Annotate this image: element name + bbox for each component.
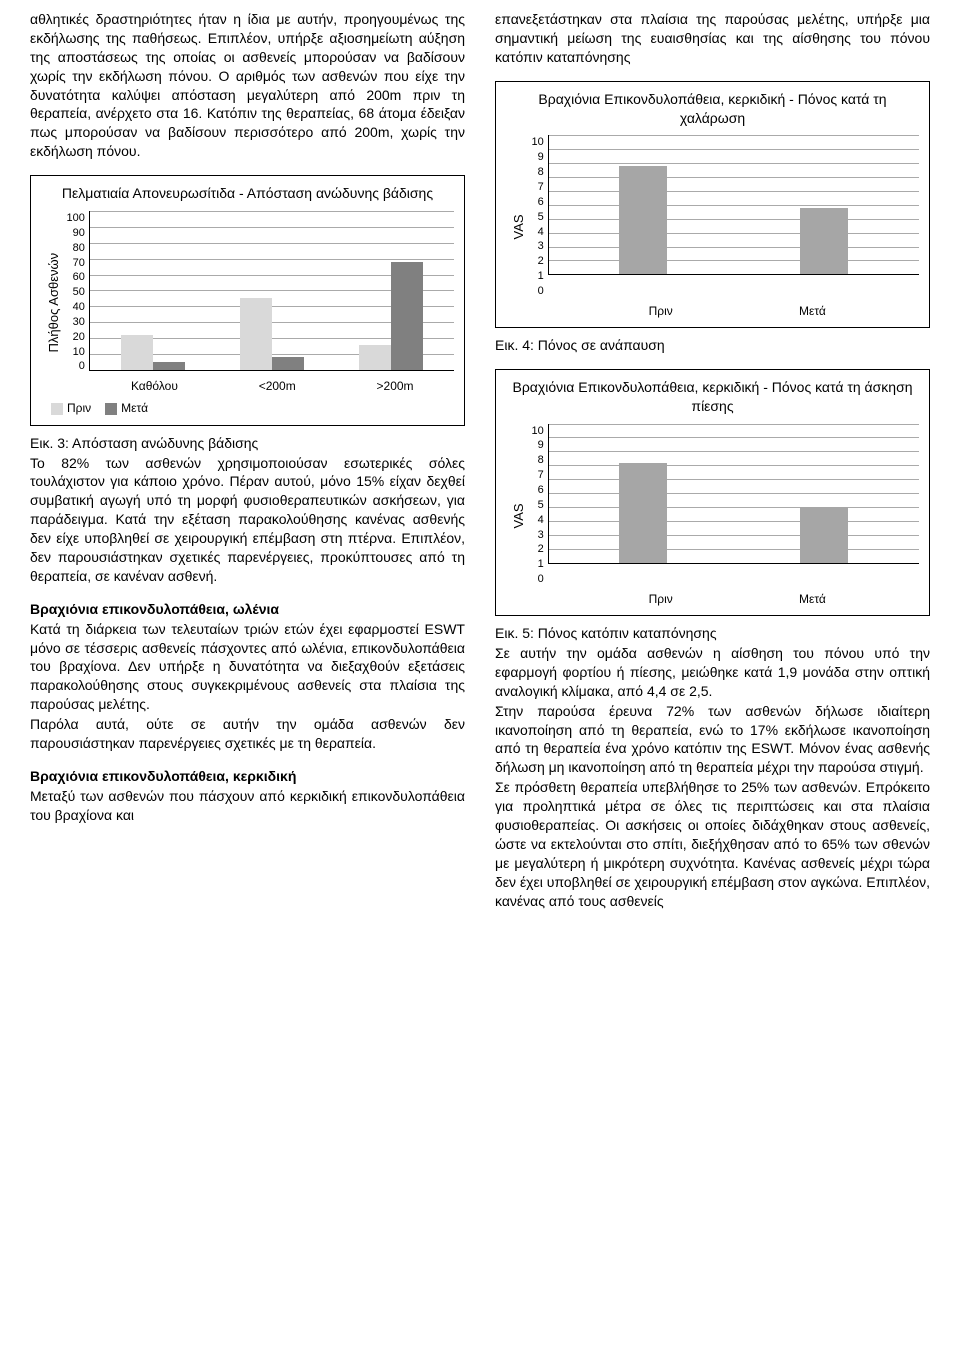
chart3-plot xyxy=(548,424,919,564)
bar xyxy=(619,166,667,274)
legend-item: Πριν xyxy=(51,400,91,416)
chart2-yaxis: 109876543210 xyxy=(532,135,548,298)
chart3-xaxis: Πριν Μετά xyxy=(556,591,919,607)
bar-group xyxy=(94,211,213,370)
bar xyxy=(153,362,185,370)
left-para-1: αθλητικές δραστηριότητες ήταν η ίδια με … xyxy=(30,10,465,161)
left-para-2: Το 82% των ασθενών χρησιμοποιούσαν εσωτε… xyxy=(30,454,465,586)
chart-pain-pressure: Βραχιόνια Επικονδυλοπάθεια, κερκιδική - … xyxy=(495,369,930,616)
x-tick-label: Μετά xyxy=(799,303,826,319)
chart1-yaxis: 1009080706050403020100 xyxy=(67,211,89,374)
bar xyxy=(240,298,272,370)
heading-radial: Βραχιόνια επικονδυλοπάθεια, κερκιδική xyxy=(30,767,465,786)
bar xyxy=(359,345,391,370)
bar-group xyxy=(734,424,915,563)
x-tick-label: Μετά xyxy=(799,591,826,607)
x-tick-label: Πριν xyxy=(649,591,673,607)
caption-fig5: Εικ. 5: Πόνος κατόπιν καταπόνησης xyxy=(495,624,930,643)
x-tick-label: Καθόλου xyxy=(131,378,178,394)
chart1-title: Πελματιαία Απονευρωσίτιδα - Απόσταση ανώ… xyxy=(41,184,454,203)
bar xyxy=(800,208,848,275)
chart2-xaxis: Πριν Μετά xyxy=(556,303,919,319)
chart3-ylabel: VAS xyxy=(506,424,532,607)
chart-walking-distance: Πελματιαία Απονευρωσίτιδα - Απόσταση ανώ… xyxy=(30,175,465,426)
bar-group xyxy=(553,135,734,274)
chart1-ylabel: Πλήθος Ασθενών xyxy=(41,211,67,394)
left-para-3: Κατά τη διάρκεια των τελευταίων τριών ετ… xyxy=(30,620,465,714)
bar-group xyxy=(553,424,734,563)
chart2-ylabel: VAS xyxy=(506,135,532,318)
x-tick-label: Πριν xyxy=(649,303,673,319)
bar xyxy=(800,507,848,563)
bar xyxy=(121,335,153,370)
left-para-5: Μεταξύ των ασθενών που πάσχουν από κερκι… xyxy=(30,787,465,825)
bar-group xyxy=(331,211,450,370)
right-para-4: Σε πρόσθετη θεραπεία υπεβλήθησε το 25% τ… xyxy=(495,778,930,910)
chart2-title: Βραχιόνια Επικονδυλοπάθεια, κερκιδική - … xyxy=(506,90,919,128)
chart3-title: Βραχιόνια Επικονδυλοπάθεια, κερκιδική - … xyxy=(506,378,919,416)
heading-ulnar: Βραχιόνια επικονδυλοπάθεια, ωλένια xyxy=(30,600,465,619)
chart1-xaxis: Καθόλου <200m >200m xyxy=(91,378,454,394)
right-para-2: Σε αυτήν την ομάδα ασθενών η αίσθηση του… xyxy=(495,644,930,701)
bar-group xyxy=(734,135,915,274)
caption-fig4: Εικ. 4: Πόνος σε ανάπαυση xyxy=(495,336,930,355)
chart-pain-rest: Βραχιόνια Επικονδυλοπάθεια, κερκιδική - … xyxy=(495,81,930,328)
chart1-plot xyxy=(89,211,454,371)
bar xyxy=(272,357,304,370)
bar xyxy=(619,463,667,563)
right-para-1: επανεξετάστηκαν στα πλαίσια της παρούσας… xyxy=(495,10,930,67)
x-tick-label: <200m xyxy=(259,378,296,394)
right-para-3: Στην παρούσα έρευνα 72% των ασθενών δήλω… xyxy=(495,702,930,778)
bar xyxy=(391,262,423,370)
caption-fig3: Εικ. 3: Απόσταση ανώδυνης βάδισης xyxy=(30,434,465,453)
bar-group xyxy=(213,211,332,370)
legend-item: Μετά xyxy=(105,400,148,416)
chart3-yaxis: 109876543210 xyxy=(532,424,548,587)
left-para-4: Παρόλα αυτά, ούτε σε αυτήν την ομάδα ασθ… xyxy=(30,715,465,753)
legend-swatch xyxy=(105,403,117,415)
x-tick-label: >200m xyxy=(377,378,414,394)
chart1-legend: Πριν Μετά xyxy=(51,400,454,416)
chart2-plot xyxy=(548,135,919,275)
legend-swatch xyxy=(51,403,63,415)
